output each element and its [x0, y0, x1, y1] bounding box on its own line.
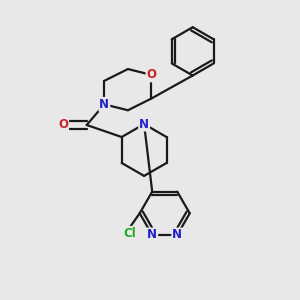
Text: O: O	[58, 118, 68, 131]
Text: N: N	[172, 229, 182, 242]
Text: Cl: Cl	[123, 227, 136, 240]
Text: N: N	[99, 98, 110, 111]
Text: N: N	[147, 229, 157, 242]
Text: O: O	[146, 68, 157, 81]
Text: N: N	[139, 118, 149, 130]
